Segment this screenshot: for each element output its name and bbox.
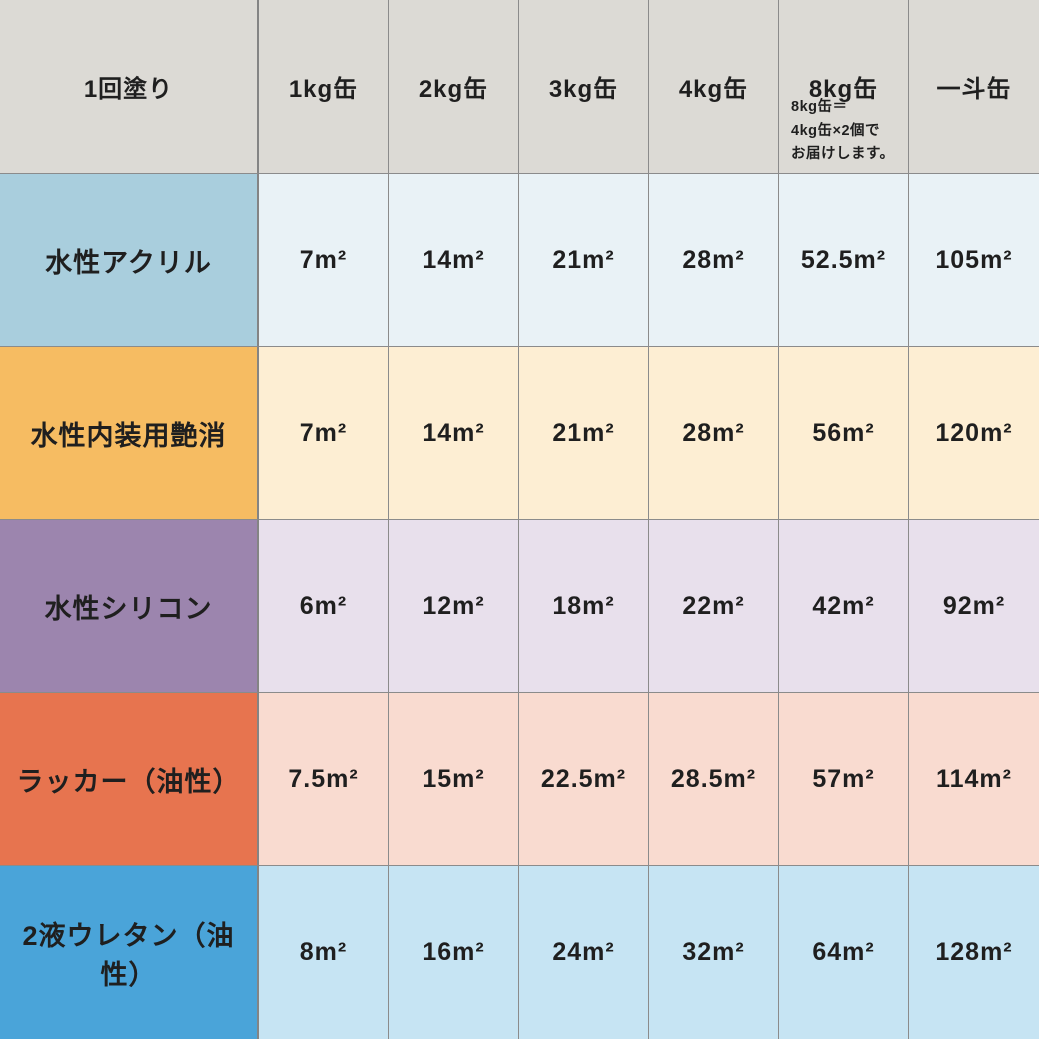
value-cell: 56m² <box>779 347 909 520</box>
column-header-8kg: 8kg缶 8kg缶＝ 4kg缶×2個で お届けします。 <box>779 0 909 174</box>
value-cell: 12m² <box>389 520 519 693</box>
value-cell: 52.5m² <box>779 174 909 347</box>
row-label-lacquer: ラッカー（油性） <box>0 693 259 866</box>
value-cell: 22.5m² <box>519 693 649 866</box>
value-cell: 120m² <box>909 347 1039 520</box>
row-label-urethane: 2液ウレタン（油性） <box>0 866 259 1039</box>
row-label-suisei-silicon: 水性シリコン <box>0 520 259 693</box>
value-cell: 14m² <box>389 174 519 347</box>
value-cell: 32m² <box>649 866 779 1039</box>
value-cell: 64m² <box>779 866 909 1039</box>
column-header-8kg-label: 8kg缶 <box>808 76 879 103</box>
value-cell: 21m² <box>519 174 649 347</box>
value-cell: 7m² <box>259 347 389 520</box>
value-cell: 42m² <box>779 520 909 693</box>
row-label-suisei-acrylic: 水性アクリル <box>0 174 259 347</box>
value-cell: 28.5m² <box>649 693 779 866</box>
column-header-4kg: 4kg缶 <box>649 0 779 174</box>
value-cell: 24m² <box>519 866 649 1039</box>
value-cell: 15m² <box>389 693 519 866</box>
column-header-2kg: 2kg缶 <box>389 0 519 174</box>
value-cell: 92m² <box>909 520 1039 693</box>
header-coat-label: 1回塗り <box>0 0 259 174</box>
value-cell: 16m² <box>389 866 519 1039</box>
column-header-3kg: 3kg缶 <box>519 0 649 174</box>
value-cell: 57m² <box>779 693 909 866</box>
value-cell: 105m² <box>909 174 1039 347</box>
column-header-itto: 一斗缶 <box>909 0 1039 174</box>
value-cell: 22m² <box>649 520 779 693</box>
value-cell: 128m² <box>909 866 1039 1039</box>
value-cell: 7m² <box>259 174 389 347</box>
value-cell: 7.5m² <box>259 693 389 866</box>
value-cell: 21m² <box>519 347 649 520</box>
value-cell: 8m² <box>259 866 389 1039</box>
value-cell: 28m² <box>649 347 779 520</box>
header-note-8kg: 8kg缶＝ 4kg缶×2個で お届けします。 <box>791 99 895 162</box>
column-header-1kg: 1kg缶 <box>259 0 389 174</box>
value-cell: 114m² <box>909 693 1039 866</box>
value-cell: 28m² <box>649 174 779 347</box>
value-cell: 14m² <box>389 347 519 520</box>
row-label-suisei-naisou: 水性内装用艶消 <box>0 347 259 520</box>
value-cell: 6m² <box>259 520 389 693</box>
value-cell: 18m² <box>519 520 649 693</box>
